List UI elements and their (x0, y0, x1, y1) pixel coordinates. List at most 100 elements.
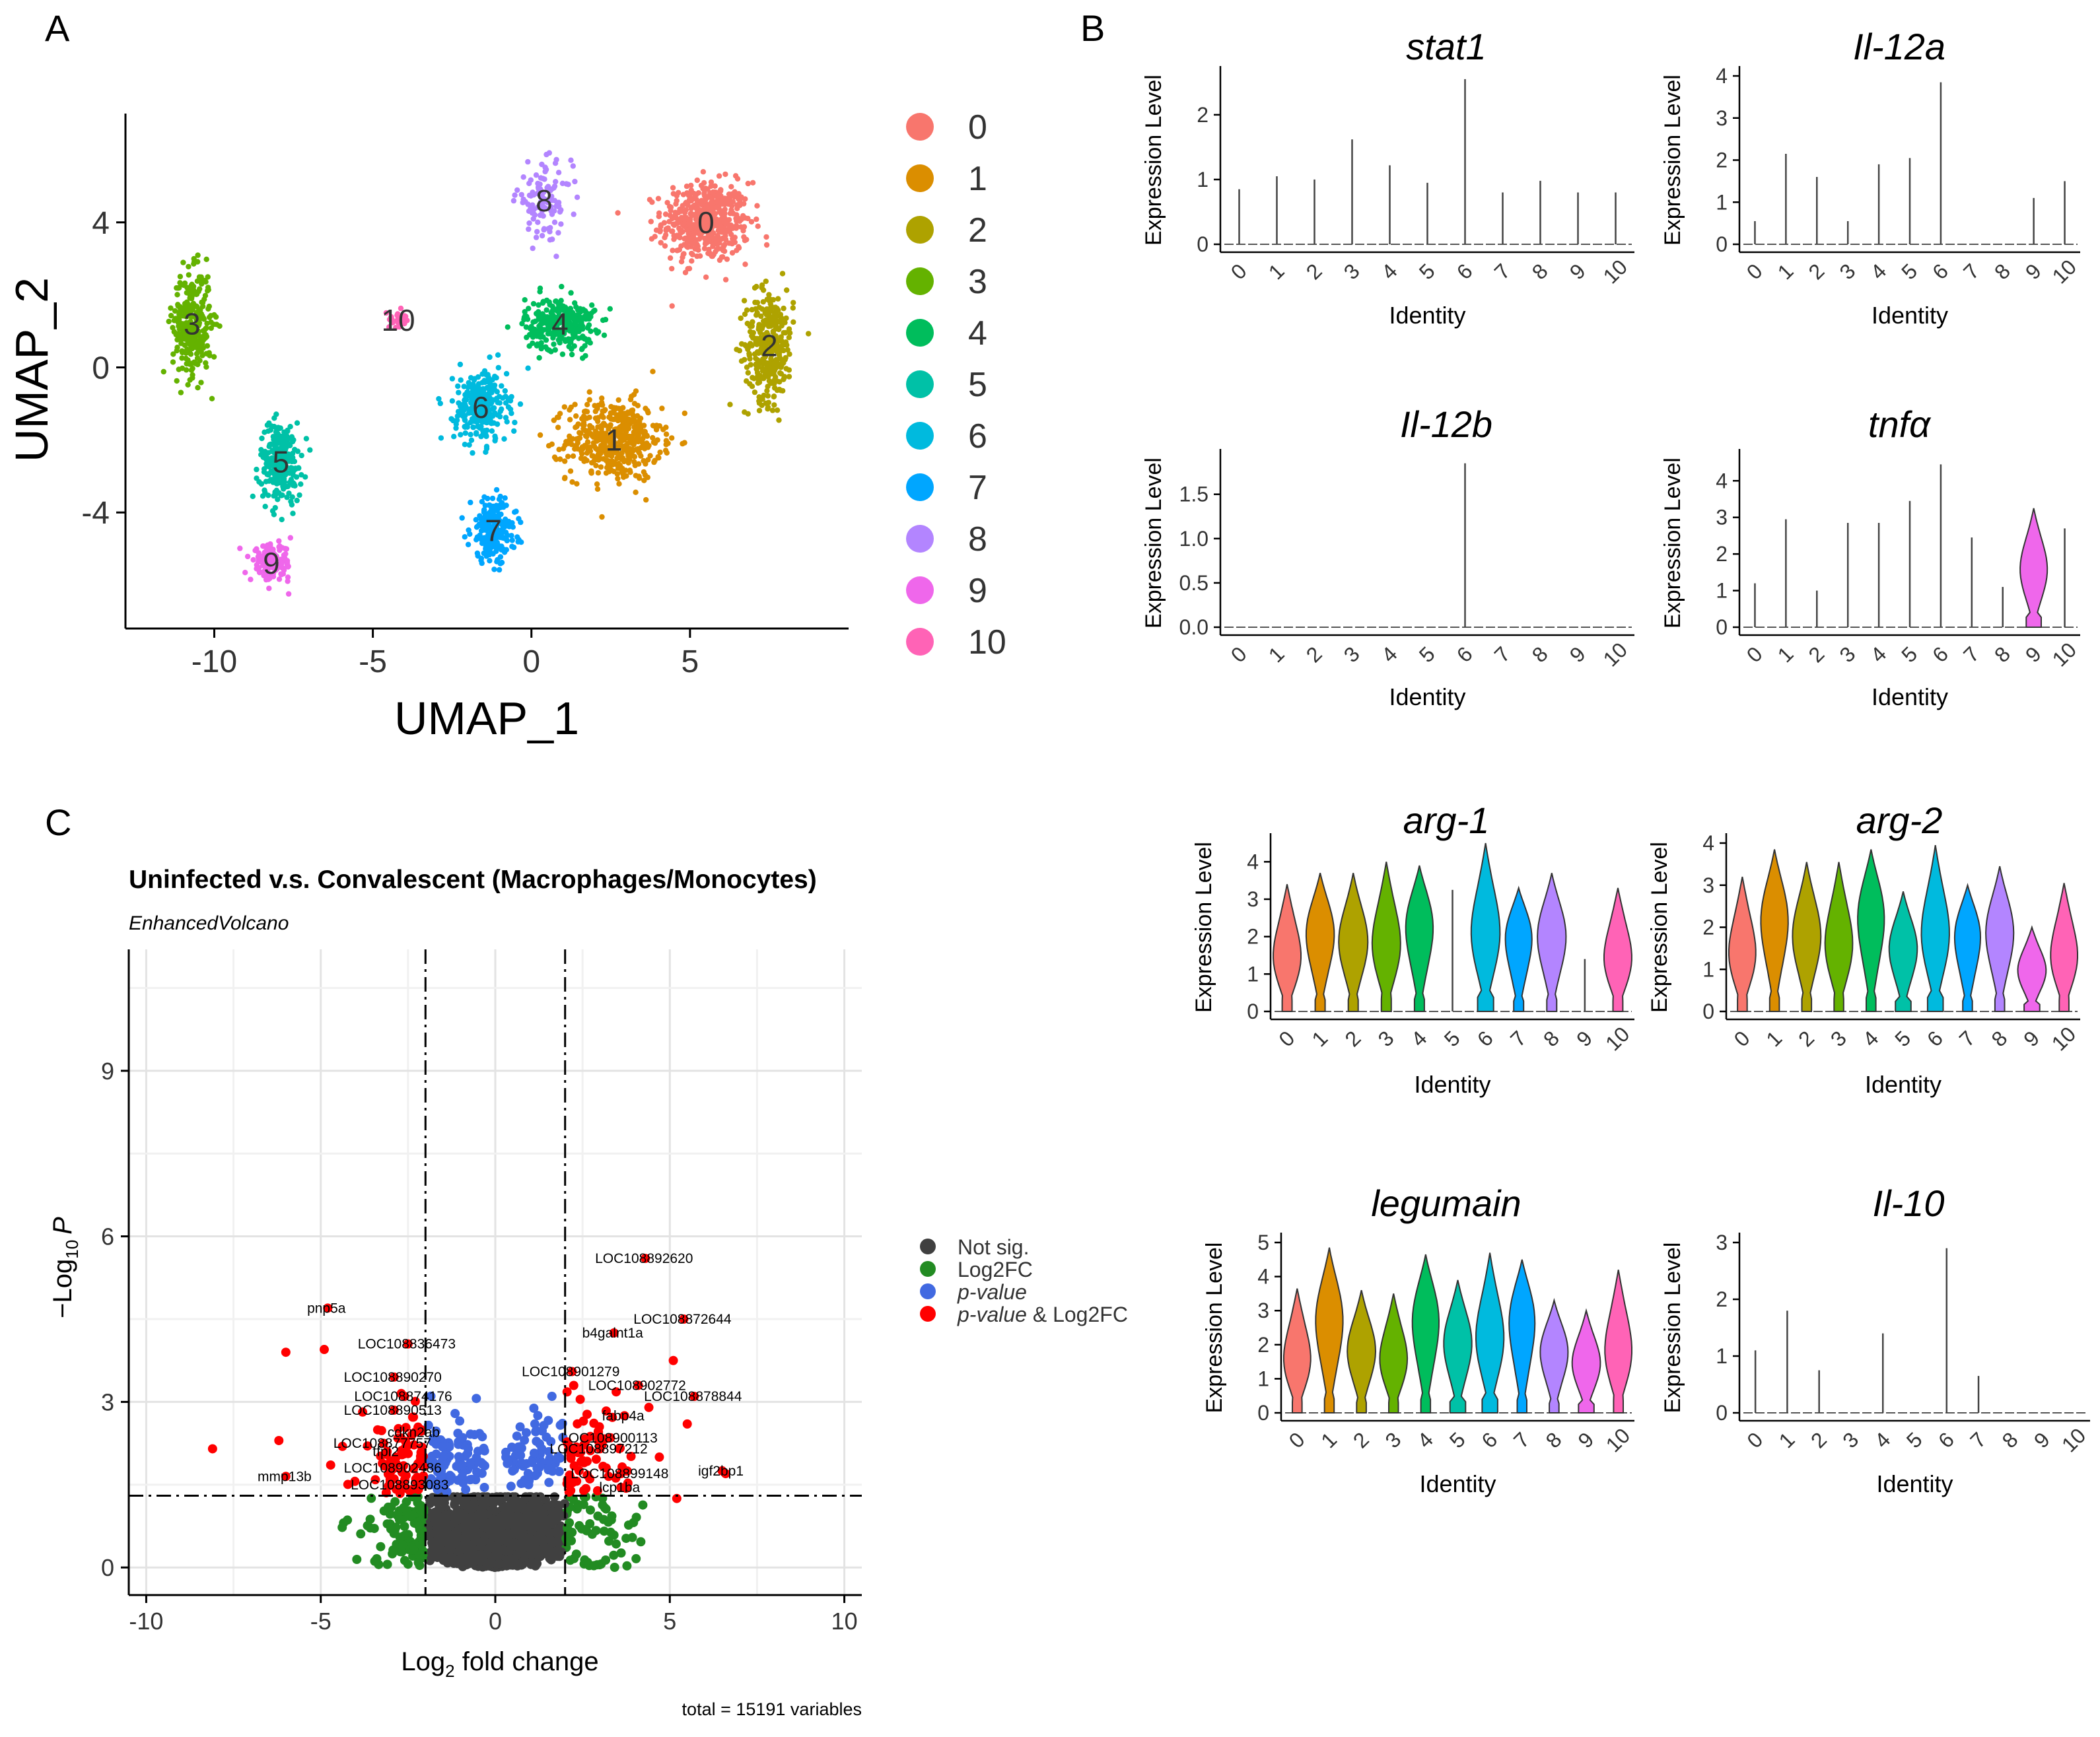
umap-point (553, 456, 559, 462)
umap-point (502, 388, 508, 394)
umap-point (596, 329, 602, 335)
umap-y-tick-label: -4 (81, 496, 110, 531)
umap-point (680, 203, 685, 209)
violin-y-tick-label: 2 (1716, 149, 1728, 172)
umap-point (779, 271, 786, 277)
umap-point (699, 224, 705, 230)
umap-point (669, 265, 675, 272)
violin-x-tick-label: 10 (2057, 1423, 2091, 1457)
umap-point (479, 498, 485, 505)
umap-point (586, 397, 592, 403)
violin-title: Il-10 (1873, 1182, 1945, 1224)
umap-point (643, 496, 649, 503)
umap-point (592, 403, 598, 409)
umap-point (493, 435, 499, 442)
umap-point (614, 471, 620, 477)
legend-swatch-9 (906, 576, 934, 604)
violin-title: stat1 (1406, 26, 1486, 67)
umap-point (766, 313, 773, 319)
violin-shape (1920, 845, 1950, 1012)
umap-point (534, 341, 540, 347)
umap-cluster-label: 0 (697, 205, 715, 240)
violin-x-tick-label: 5 (1445, 1427, 1470, 1452)
umap-point (160, 368, 166, 375)
umap-point (787, 330, 793, 336)
umap-point (537, 432, 543, 438)
umap-point (750, 374, 755, 381)
umap-cluster-label: 3 (184, 307, 201, 341)
violin-x-tick-label: 0 (1284, 1427, 1310, 1452)
umap-point (756, 407, 763, 414)
umap-point (733, 225, 740, 231)
violin-x-tick-label: 1 (1773, 642, 1798, 667)
umap-point (691, 222, 697, 229)
umap-point (592, 307, 598, 314)
umap-point (530, 340, 536, 347)
umap-point (641, 469, 647, 475)
umap-point (745, 411, 751, 417)
umap-point (585, 324, 591, 331)
umap-x-tick-label: 0 (522, 644, 540, 679)
violin-x-tick-label: 6 (1934, 1427, 1959, 1452)
umap-point (281, 555, 287, 562)
umap-point (525, 365, 531, 371)
umap-point (683, 235, 689, 241)
umap-point (271, 415, 277, 421)
violin-x-tick-label: 8 (1998, 1427, 2023, 1452)
umap-point (499, 383, 505, 389)
violin-shape (2050, 883, 2078, 1012)
legend-swatch-2 (906, 216, 934, 244)
violin-y-tick-label: 0 (1716, 232, 1728, 256)
umap-point (178, 390, 184, 395)
violin-x-tick-label: 7 (1965, 1427, 1990, 1452)
umap-point (542, 176, 547, 182)
umap-point (186, 272, 192, 278)
umap-point (272, 489, 278, 495)
violin-title: arg-2 (1856, 800, 1943, 841)
umap-point (578, 347, 585, 353)
umap-point (514, 187, 520, 193)
violin-x-tick-label: 6 (1928, 259, 1953, 284)
umap-point (473, 524, 480, 530)
violin-y-tick-label: 1 (1716, 190, 1728, 214)
umap-point (734, 176, 741, 182)
violin-x-tick-label: 7 (1959, 259, 1984, 284)
umap-point (487, 558, 493, 564)
umap-point (746, 351, 753, 358)
umap-point (200, 333, 206, 339)
umap-point (705, 228, 711, 235)
umap-point (448, 416, 454, 422)
legend-label-9: 9 (968, 572, 987, 610)
umap-point (267, 442, 273, 448)
umap-point (700, 169, 707, 175)
umap-point (732, 239, 738, 246)
violin-x-tick-label: 1 (1761, 1026, 1786, 1051)
umap-point (761, 375, 767, 382)
violin-shape (1508, 1259, 1536, 1413)
umap-point (189, 341, 195, 347)
umap-point (557, 456, 563, 462)
umap-point (656, 455, 662, 461)
violin-x-tick-label: 3 (1381, 1427, 1406, 1452)
violin-x-tick-label: 0 (1742, 642, 1767, 667)
violin-x-label: Identity (1865, 1071, 1942, 1098)
umap-point (662, 243, 668, 249)
umap-cluster-label: 5 (273, 444, 290, 479)
violin-y-tick-label: 4 (1702, 831, 1714, 855)
umap-point (595, 452, 602, 458)
legend-label-10: 10 (968, 623, 1006, 662)
umap-point (760, 322, 767, 329)
umap-point (765, 384, 771, 390)
violin-x-tick-label: 10 (2048, 638, 2082, 671)
umap-point (449, 398, 456, 404)
umap-point (552, 347, 558, 353)
umap-points (160, 150, 812, 597)
umap-point (294, 497, 300, 504)
umap-point (462, 534, 468, 540)
legend-label-8: 8 (968, 520, 987, 559)
umap-point (744, 378, 750, 384)
umap-point (581, 409, 588, 415)
umap-point (475, 374, 481, 380)
umap-point (774, 306, 780, 312)
